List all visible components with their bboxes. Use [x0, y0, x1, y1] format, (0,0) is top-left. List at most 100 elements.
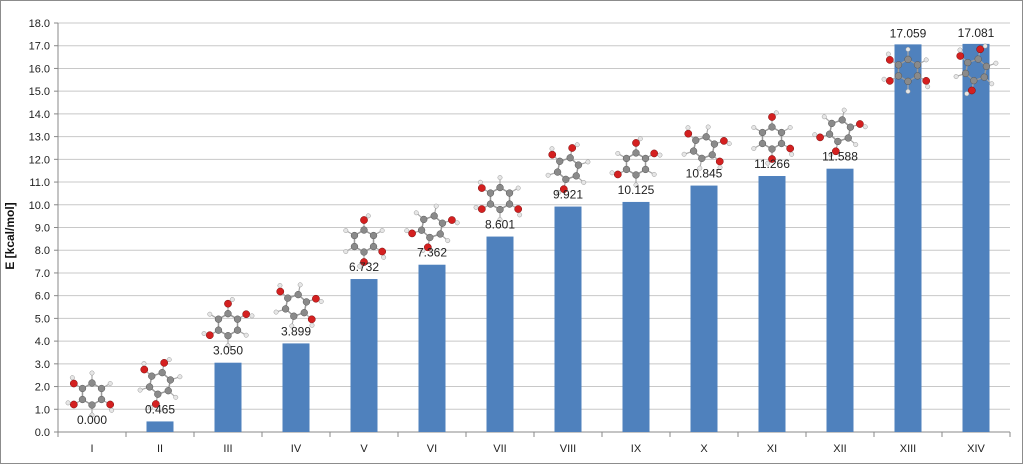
y-tick-label: 13.0 — [29, 132, 50, 144]
oxygen-atom — [885, 77, 894, 85]
hydrogen-atom — [65, 400, 71, 406]
carbon-atom — [566, 154, 574, 162]
hydrogen-atom — [273, 309, 279, 315]
molecule-image — [137, 357, 183, 410]
carbon-atom — [436, 230, 444, 238]
oxygen-atom — [548, 150, 557, 159]
hydrogen-atom — [379, 228, 385, 233]
carbon-atom — [768, 145, 776, 153]
carbon-atom — [913, 72, 922, 80]
carbon-atom — [777, 128, 786, 137]
y-tick-label: 12.0 — [29, 154, 50, 166]
molecule-image — [545, 142, 591, 195]
carbon-atom — [964, 58, 972, 67]
data-label: 11.588 — [822, 150, 858, 164]
oxygen-atom — [69, 400, 78, 409]
carbon-atom — [710, 140, 719, 148]
carbon-atom — [224, 332, 232, 340]
oxygen-atom — [151, 400, 160, 408]
data-label: 10.125 — [618, 183, 655, 197]
oxygen-atom — [276, 287, 285, 296]
y-axis-ticks: 0.0 1.0 2.0 3.0 4.0 5.0 6.0 7.0 8.0 9.0 10.0 11.0 12… — [29, 18, 58, 439]
bar — [146, 421, 174, 432]
carbon-atom — [486, 189, 495, 197]
carbon-atom — [692, 136, 700, 144]
oxygen-atom — [786, 144, 795, 153]
hydrogen-atom — [957, 47, 963, 53]
oxygen-atom — [568, 144, 577, 152]
bar — [622, 201, 650, 432]
molecule-image — [65, 370, 115, 418]
y-tick-label: 9.0 — [35, 223, 50, 235]
molecule-image — [473, 175, 523, 223]
hydrogen-atom — [166, 357, 172, 363]
y-tick-label: 4.0 — [35, 336, 50, 348]
hydrogen-atom — [773, 110, 779, 116]
bar — [554, 206, 582, 432]
molecule-image — [609, 136, 663, 188]
hydrogen-atom — [404, 228, 410, 234]
molecule-image — [201, 297, 255, 349]
hydrogen-atom — [173, 394, 179, 400]
carbon-atom — [426, 233, 434, 242]
carbon-atom — [825, 130, 834, 138]
hydrogen-atom — [343, 249, 349, 254]
carbon-atom — [360, 226, 368, 234]
carbon-atom — [360, 248, 368, 256]
hydrogen-atom — [923, 57, 929, 63]
hydrogen-atom — [225, 343, 231, 349]
x-axis-ticks: I II III IV V VI VII VIII IX X XI XII XIII XIV — [57, 432, 1011, 455]
molecule-image — [273, 282, 324, 329]
hydrogen-atom — [681, 151, 687, 157]
carbon-atom — [980, 73, 988, 81]
bar — [758, 176, 786, 432]
oxygen-atom — [816, 133, 824, 142]
hydrogen-atom — [89, 412, 95, 418]
carbon-atom — [777, 139, 786, 148]
x-tick-label: X — [700, 443, 708, 455]
carbon-atom — [894, 61, 903, 69]
bar — [894, 44, 922, 432]
data-label: 11.266 — [754, 157, 790, 171]
carbon-atom — [768, 123, 776, 131]
hydrogen-atom — [277, 283, 283, 288]
carbon-atom — [505, 189, 514, 197]
hydrogen-atom — [545, 172, 551, 178]
hydrogen-atom — [69, 375, 75, 381]
carbon-atom — [284, 294, 292, 302]
hydrogen-atom — [637, 136, 643, 142]
hydrogen-atom — [289, 323, 295, 329]
hydrogen-atom — [585, 159, 591, 165]
oxygen-atom — [922, 77, 931, 85]
carbon-atom — [417, 226, 426, 234]
x-tick-label: VIII — [560, 443, 577, 455]
carbon-atom — [148, 372, 156, 380]
bar — [418, 264, 446, 432]
hydrogen-atom — [381, 254, 387, 260]
bar — [690, 185, 718, 432]
data-label: 7.362 — [417, 246, 447, 260]
carbon-atom — [233, 315, 242, 323]
hydrogen-atom — [751, 125, 757, 130]
hydrogen-atom — [207, 311, 213, 317]
hydrogen-atom — [787, 125, 793, 130]
bar — [826, 168, 854, 432]
y-tick-label: 16.0 — [29, 63, 50, 75]
hydrogen-atom — [657, 152, 663, 158]
carbon-atom — [970, 77, 978, 85]
hydrogen-atom — [413, 210, 419, 216]
carbon-atom — [350, 242, 359, 251]
oxygen-atom — [613, 170, 622, 179]
x-tick-label: XII — [833, 443, 846, 455]
oxygen-atom — [715, 157, 724, 166]
molecule-image — [812, 107, 868, 157]
x-tick-label: V — [360, 443, 368, 455]
oxygen-atom — [956, 52, 965, 60]
hydrogen-atom — [828, 152, 834, 157]
oxygen-atom — [885, 56, 894, 64]
carbon-atom — [904, 77, 912, 86]
gridlines — [57, 22, 1010, 433]
hydrogen-atom — [751, 146, 757, 151]
hydrogen-atom — [473, 204, 479, 210]
carbon-atom — [641, 165, 650, 174]
